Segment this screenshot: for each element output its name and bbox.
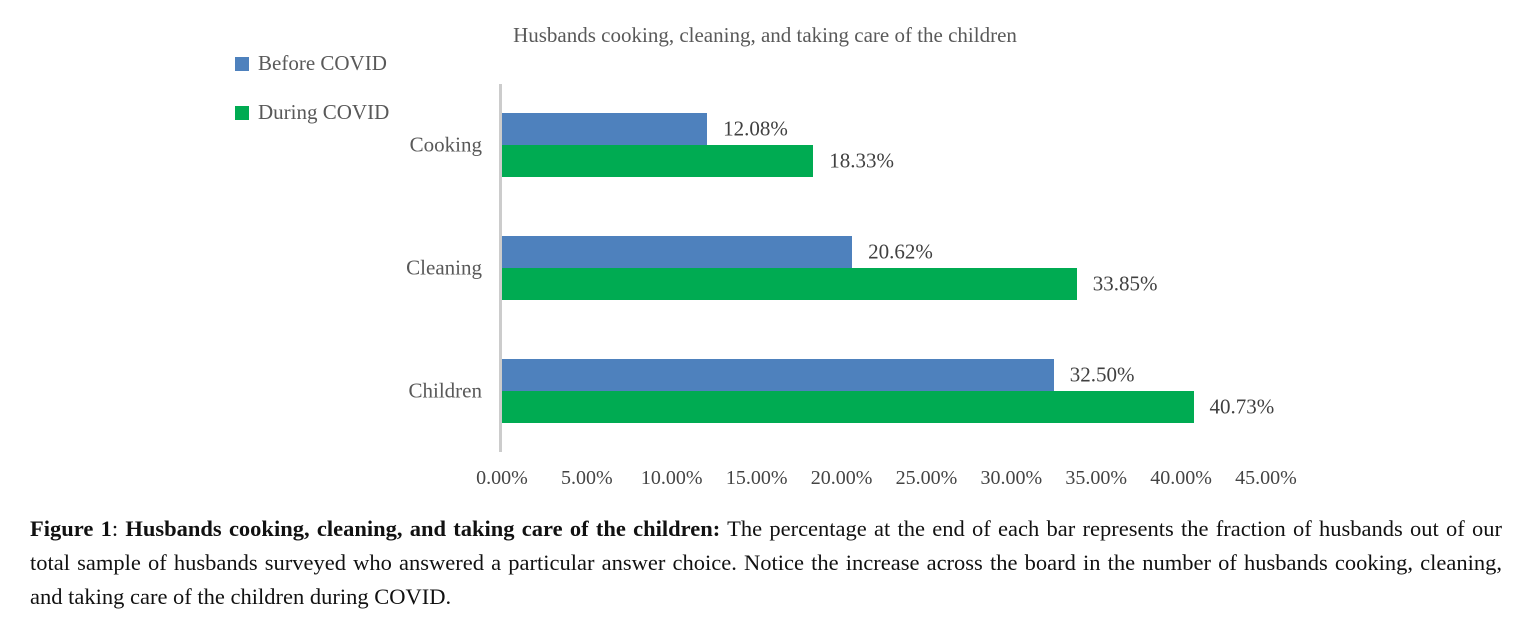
- x-tick-40-00: 40.00%: [1150, 467, 1212, 489]
- x-tick-25-00: 25.00%: [895, 467, 958, 489]
- x-tick-20-00: 20.00%: [810, 467, 873, 489]
- plot-area: 12.08% 18.33% 20.62% 33.85% 32.50% 40.73%: [502, 84, 1274, 452]
- bar-during-covid-children: [502, 390, 1194, 423]
- y-axis-category-labels: Cooking Cleaning Children: [0, 84, 482, 452]
- legend-label-before-covid: Before COVID: [258, 51, 387, 75]
- legend-item-before-covid: Before COVID: [235, 51, 389, 76]
- legend-item-during-covid: During COVID: [235, 100, 389, 125]
- x-tick-35-00: 35.00%: [1065, 467, 1128, 489]
- value-label-before-covid-children: 32.50%: [1069, 362, 1135, 387]
- legend-label-during-covid: During COVID: [258, 100, 390, 124]
- x-tick-45-00: 45.00%: [1235, 467, 1297, 489]
- bar-during-covid-cleaning: [502, 268, 1077, 300]
- bar-before-covid-cleaning: [502, 236, 853, 268]
- x-tick-30-00: 30.00%: [980, 467, 1043, 489]
- value-label-during-covid-cooking: 18.33%: [829, 148, 894, 173]
- x-tick-15-00: 15.00%: [725, 467, 788, 489]
- value-label-during-covid-cleaning: 33.85%: [1092, 271, 1158, 296]
- chart-title: Husbands cooking, cleaning, and taking c…: [513, 23, 1017, 47]
- figure-caption: Figure 1: Husbands cooking, cleaning, an…: [30, 512, 1502, 614]
- bar-during-covid-cooking: [502, 145, 814, 178]
- caption-figure-label: Figure 1: [30, 516, 112, 541]
- x-tick-0-00: 0.00%: [476, 467, 528, 489]
- x-tick-10-00: 10.00%: [640, 467, 703, 489]
- x-tick-5-00: 5.00%: [561, 467, 613, 489]
- caption-bold-title: Husbands cooking, cleaning, and taking c…: [125, 516, 721, 541]
- category-label-cleaning: Cleaning: [406, 255, 482, 280]
- value-label-before-covid-cleaning: 20.62%: [868, 239, 933, 264]
- caption-body: The percentage at the end of each bar re…: [30, 516, 1502, 609]
- legend: Before COVID During COVID: [235, 51, 389, 125]
- caption-separator: :: [111, 516, 126, 541]
- category-label-children: Children: [408, 378, 483, 403]
- category-label-cooking: Cooking: [409, 132, 482, 157]
- legend-swatch-during-covid: [235, 105, 249, 120]
- y-axis-line: [499, 84, 502, 452]
- value-label-during-covid-children: 40.73%: [1209, 394, 1275, 419]
- bar-before-covid-cooking: [502, 113, 708, 146]
- legend-swatch-before-covid: [235, 56, 249, 71]
- x-axis-ticks: 0.00% 5.00% 10.00% 15.00% 20.00% 25.00% 30.00%…: [476, 467, 1297, 495]
- bar-before-covid-children: [502, 358, 1054, 391]
- value-label-before-covid-cooking: 12.08%: [723, 116, 788, 141]
